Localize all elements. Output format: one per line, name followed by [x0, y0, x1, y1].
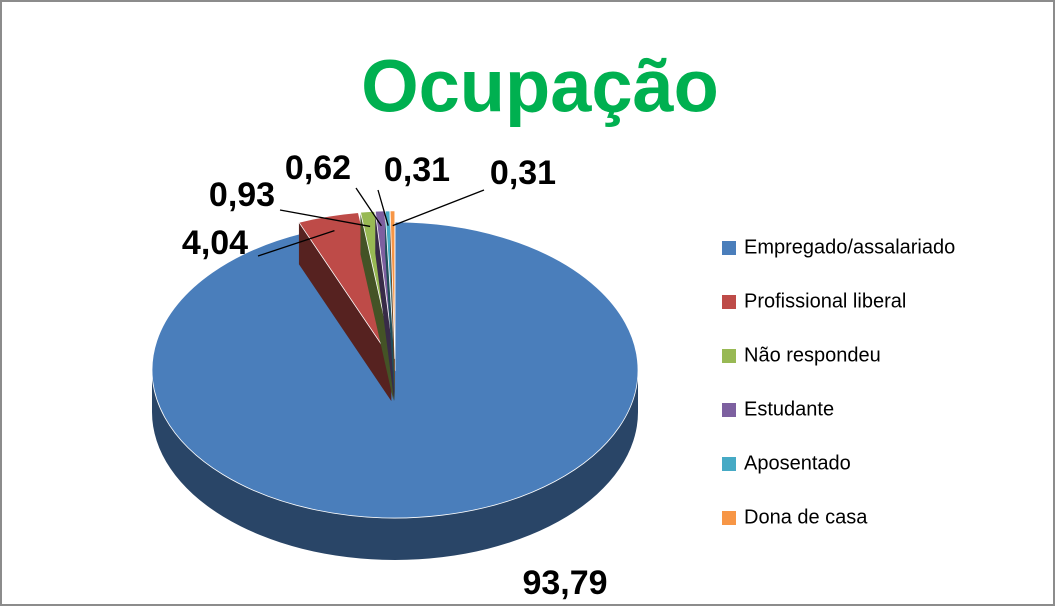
legend-label: Estudante	[744, 398, 834, 420]
leader-line	[355, 187, 382, 227]
pie-slice	[374, 210, 395, 401]
leader-line	[279, 209, 371, 228]
legend-label: Não respondeu	[744, 344, 881, 366]
pie-slice	[151, 221, 639, 560]
pie-slice-edge	[385, 210, 395, 401]
legend-swatch	[722, 403, 736, 417]
pie-slice	[389, 210, 396, 401]
pie-slice-top	[298, 212, 392, 360]
leader-line	[377, 189, 389, 226]
legend-label: Dona de casa	[744, 506, 868, 528]
pie-slice-top	[389, 210, 396, 359]
legend-label: Aposentado	[744, 452, 851, 474]
pie-slice-side	[152, 370, 638, 560]
pie-slice-edge	[298, 222, 392, 402]
chart-title: Ocupação	[361, 45, 719, 128]
data-label: 0,31	[490, 154, 556, 192]
pie-slice	[298, 212, 392, 402]
legend-label: Empregado/assalariado	[744, 236, 955, 258]
pie-slice-top	[151, 221, 639, 519]
data-label: 4,04	[182, 224, 248, 262]
pie-slice-top	[374, 210, 395, 359]
legend-label: Profissional liberal	[744, 290, 906, 312]
pie-slice-edge	[375, 211, 395, 401]
leader-line	[392, 189, 485, 227]
data-label: 93,79	[522, 564, 607, 602]
leader-line	[257, 229, 335, 257]
legend-swatch	[722, 511, 736, 525]
legend-swatch	[722, 241, 736, 255]
data-label: 0,93	[209, 176, 275, 214]
data-label: 0,62	[285, 149, 351, 187]
legend-swatch	[722, 457, 736, 471]
pie-slice-edge	[360, 212, 394, 401]
data-label: 0,31	[384, 151, 450, 189]
legend-swatch	[722, 349, 736, 363]
legend-swatch	[722, 295, 736, 309]
